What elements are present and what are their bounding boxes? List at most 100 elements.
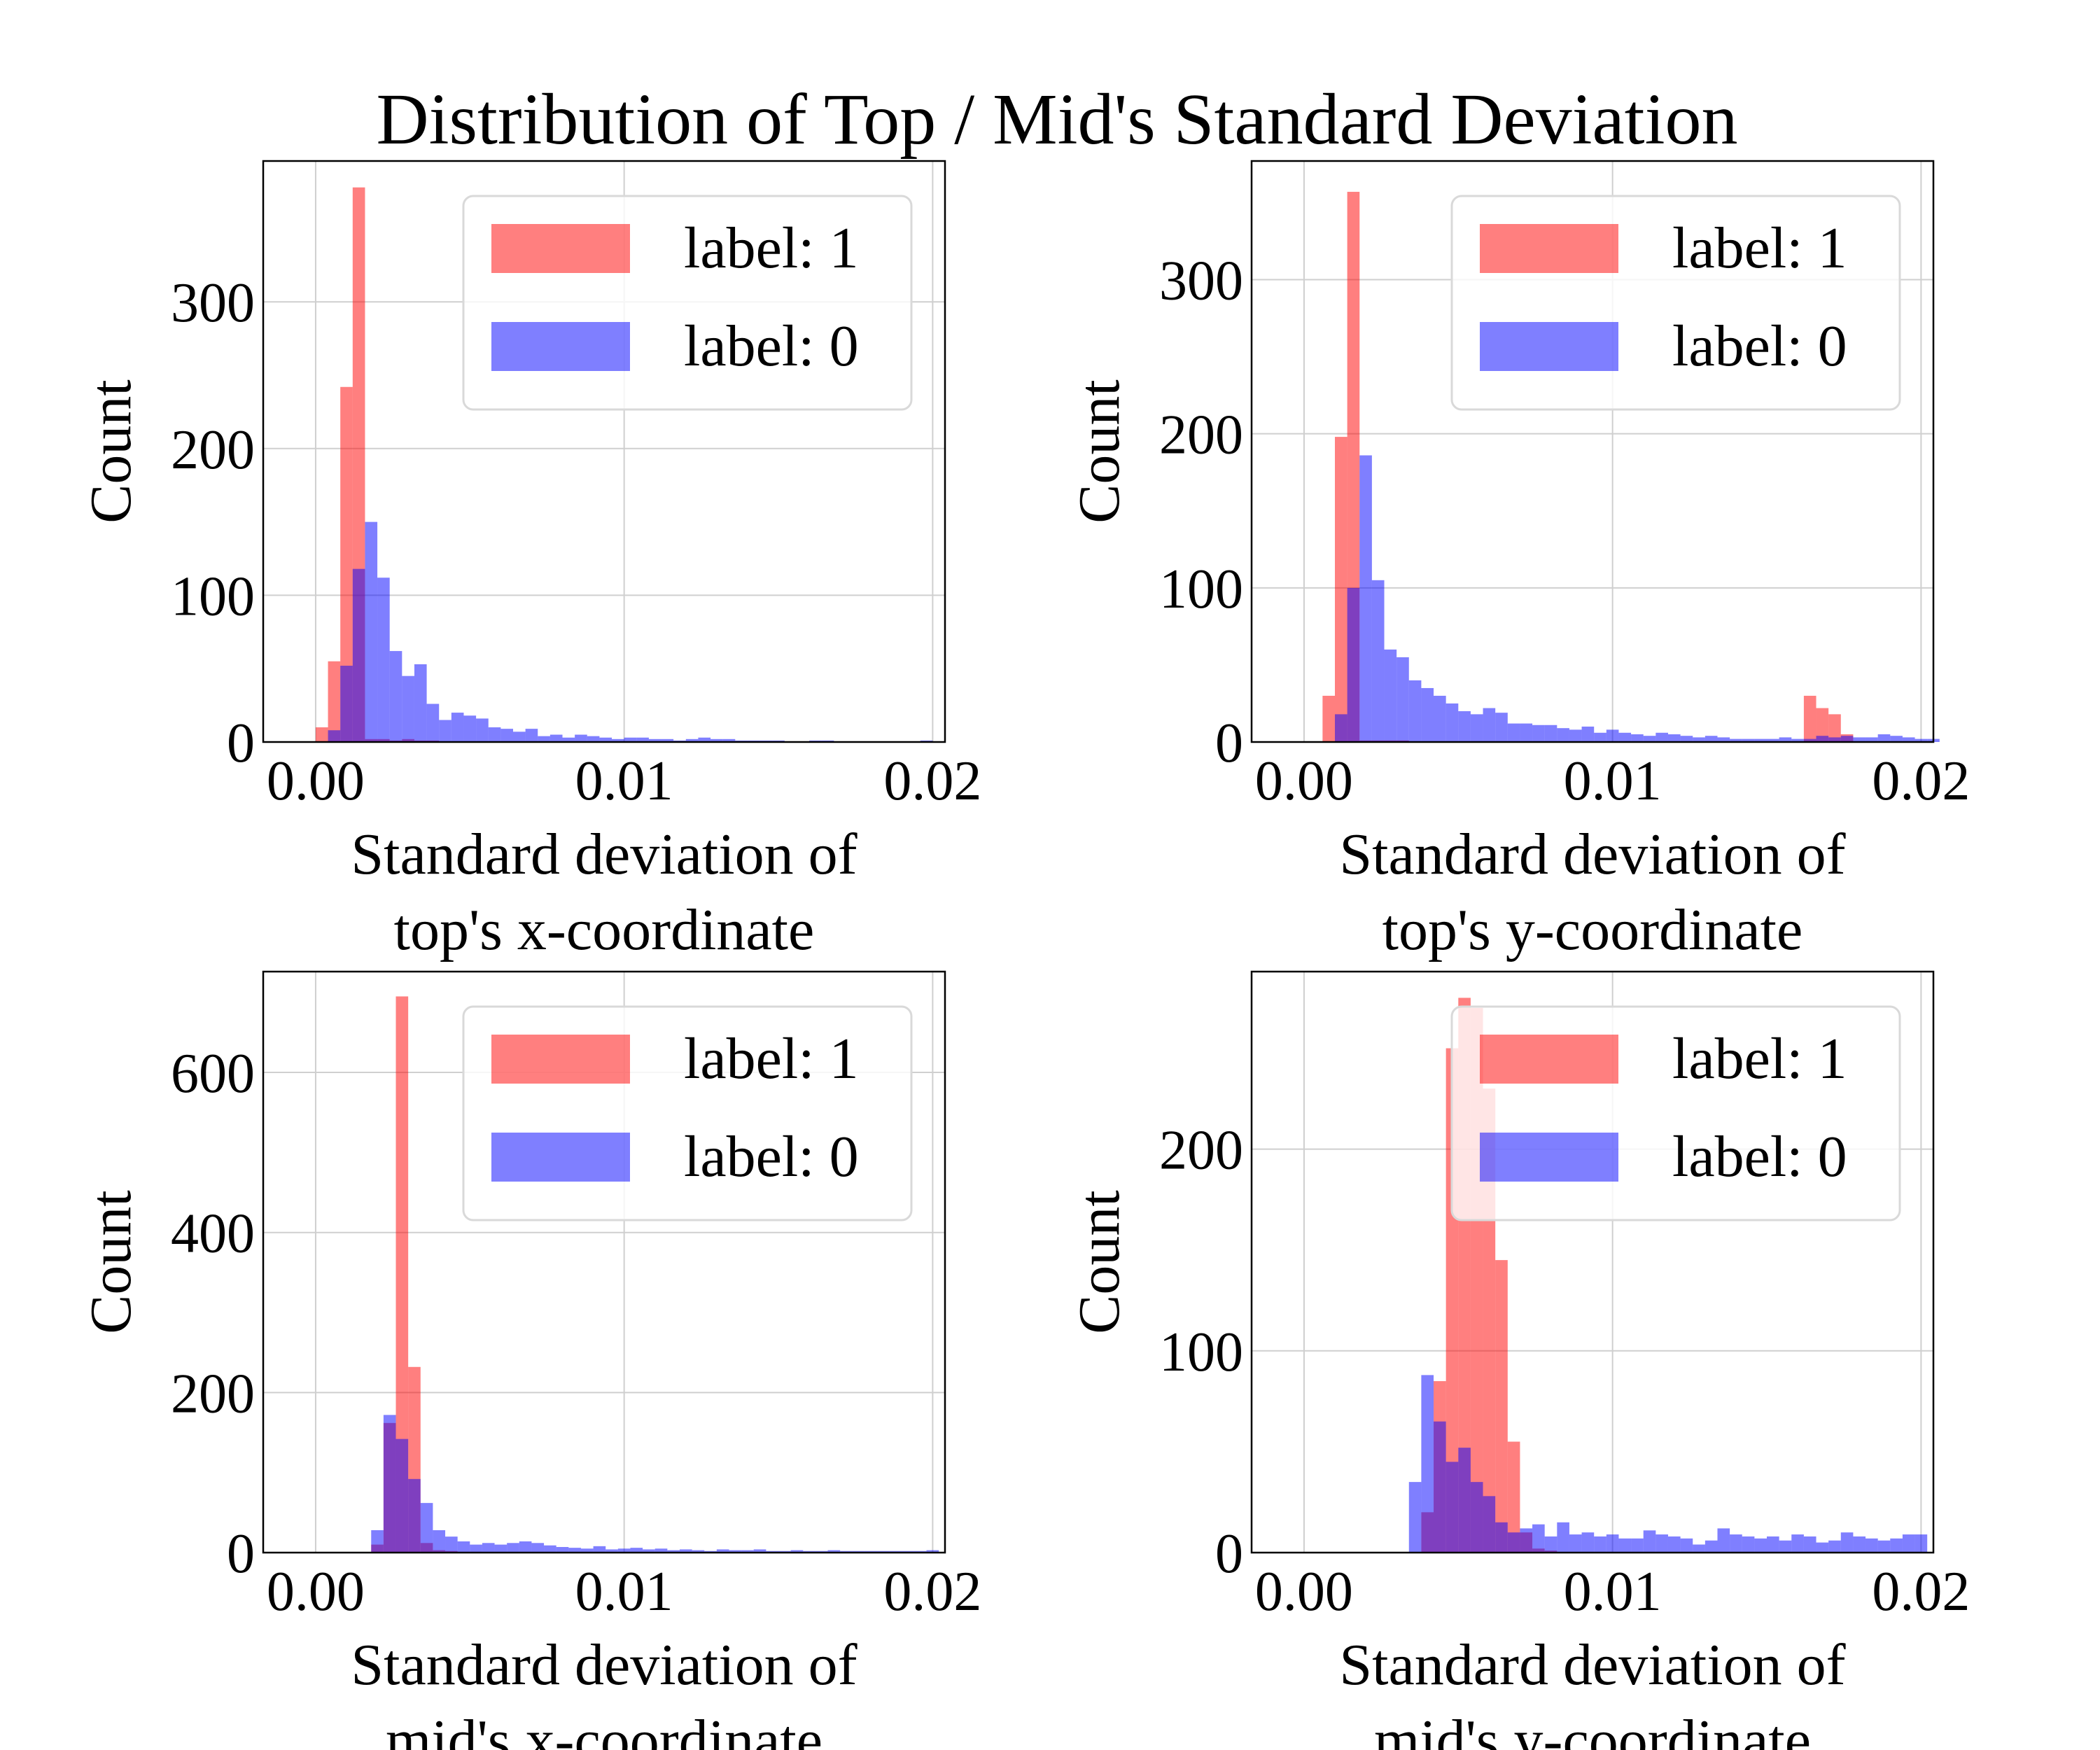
histogram-bar — [1581, 1532, 1595, 1553]
histogram-bar — [1754, 1538, 1768, 1553]
histogram-bar — [1334, 714, 1348, 742]
histogram-bar — [1853, 737, 1866, 742]
histogram-bar — [371, 1530, 384, 1553]
histogram-bar — [1828, 1540, 1841, 1553]
y-tick-label: 0 — [227, 1523, 255, 1585]
y-tick-label: 300 — [171, 272, 255, 334]
histogram-bar — [1767, 738, 1779, 742]
histogram-bar — [1606, 729, 1619, 742]
histogram-bar — [482, 1543, 495, 1553]
histogram-bar — [352, 568, 365, 742]
x-axis-label: Standard deviation of — [351, 1632, 857, 1698]
histogram-bar — [556, 1546, 569, 1553]
histogram-bar — [408, 1478, 421, 1553]
histogram-bar — [1680, 736, 1693, 742]
histogram-bar — [1581, 726, 1595, 742]
histogram-bar — [328, 730, 341, 742]
histogram-bar — [1594, 1536, 1606, 1553]
histogram-bar — [463, 715, 477, 742]
histogram-bar — [1618, 732, 1632, 742]
histogram-bar — [525, 729, 538, 742]
histogram-bar — [1532, 724, 1545, 742]
histogram-bar — [1631, 734, 1644, 742]
histogram-bar — [1902, 737, 1915, 742]
legend: label: 1 label: 0 — [462, 1005, 913, 1222]
histogram-bar — [593, 1546, 606, 1553]
histogram-bar — [1877, 1540, 1891, 1553]
histogram-bar — [827, 1550, 841, 1553]
histogram-bar — [377, 578, 390, 742]
histogram-bar — [1890, 736, 1903, 742]
histogram-bar — [1717, 1528, 1730, 1553]
y-tick-label: 200 — [171, 1363, 255, 1424]
y-tick-label: 0 — [227, 713, 255, 774]
histogram-bar — [1458, 1448, 1471, 1553]
histogram-bar — [630, 1548, 643, 1553]
histogram-bar — [667, 1550, 680, 1553]
histogram-bar — [1914, 738, 1928, 742]
histogram-bar — [1520, 1528, 1533, 1553]
legend-swatch — [491, 1035, 630, 1084]
histogram-bar — [1569, 1534, 1582, 1553]
histogram-bar — [439, 720, 451, 742]
histogram-bar — [1507, 1441, 1520, 1553]
histogram-bar — [1767, 1536, 1779, 1553]
histogram-bar — [1434, 695, 1446, 742]
x-axis-label: mid's x-coordinate — [386, 1708, 822, 1750]
y-tick-label: 200 — [1159, 405, 1243, 466]
histogram-bar — [1544, 724, 1558, 742]
histogram-bar — [1656, 1534, 1668, 1553]
histogram-bar — [1816, 708, 1829, 742]
histogram-bar — [1569, 729, 1582, 742]
histogram-bar — [1359, 455, 1372, 742]
histogram-bar — [753, 1549, 766, 1553]
legend-label: label: 1 — [684, 1026, 859, 1091]
x-tick-label: 0.01 — [575, 1561, 673, 1623]
x-tick-label: 0.01 — [575, 750, 673, 812]
histogram-bar — [476, 718, 489, 742]
histogram-bar — [1557, 728, 1569, 742]
histogram-bar — [457, 1541, 470, 1553]
y-axis-label: Count — [1067, 1190, 1132, 1334]
histogram-bar — [414, 664, 427, 742]
histogram-bar — [1680, 1538, 1693, 1553]
histogram-bar — [1606, 1534, 1619, 1553]
histogram-bar — [531, 1543, 545, 1553]
histogram-bar — [1483, 708, 1496, 742]
histogram-bar — [587, 736, 600, 742]
histogram-bar — [512, 732, 526, 742]
histogram-bar — [1446, 703, 1459, 742]
histogram-bar — [790, 1550, 804, 1553]
histogram-bar — [389, 651, 402, 742]
histogram-bar — [1557, 1522, 1569, 1553]
histogram-bar — [1877, 734, 1891, 742]
x-tick-label: 0.01 — [1564, 1561, 1662, 1623]
histogram-bar — [716, 1549, 729, 1553]
histogram-bar — [1779, 737, 1792, 742]
histogram-bar — [1384, 649, 1397, 742]
subplot-1: 0.00 0.01 0.02 0 100 200 300 Count Standard devi… — [78, 160, 981, 962]
histogram-bar — [729, 1550, 742, 1553]
y-tick-label: 200 — [171, 419, 255, 481]
x-axis-label: top's y-coordinate — [1382, 897, 1803, 962]
histogram-bar — [1434, 1421, 1446, 1553]
histogram-bar — [710, 738, 723, 742]
y-axis-label: Count — [78, 1190, 144, 1334]
y-tick-label: 300 — [1159, 251, 1243, 312]
legend-swatch — [491, 1133, 630, 1182]
series-label-0 — [328, 522, 933, 742]
histogram-bar — [1421, 687, 1434, 742]
histogram-bar — [538, 736, 550, 742]
axes-frame — [262, 970, 946, 1554]
histogram-bar — [340, 666, 353, 742]
legend-label: label: 0 — [1672, 1124, 1847, 1189]
y-tick-label: 100 — [171, 566, 255, 627]
histogram-bar — [1742, 1536, 1755, 1553]
histogram-bar — [1470, 1482, 1483, 1553]
histogram-bar — [580, 1548, 594, 1553]
histogram-bar — [1840, 1532, 1854, 1553]
histogram-bar — [1421, 1375, 1434, 1553]
histogram-bar — [1507, 1532, 1520, 1553]
histogram-bar — [1643, 736, 1656, 742]
histogram-bar — [1730, 738, 1742, 742]
